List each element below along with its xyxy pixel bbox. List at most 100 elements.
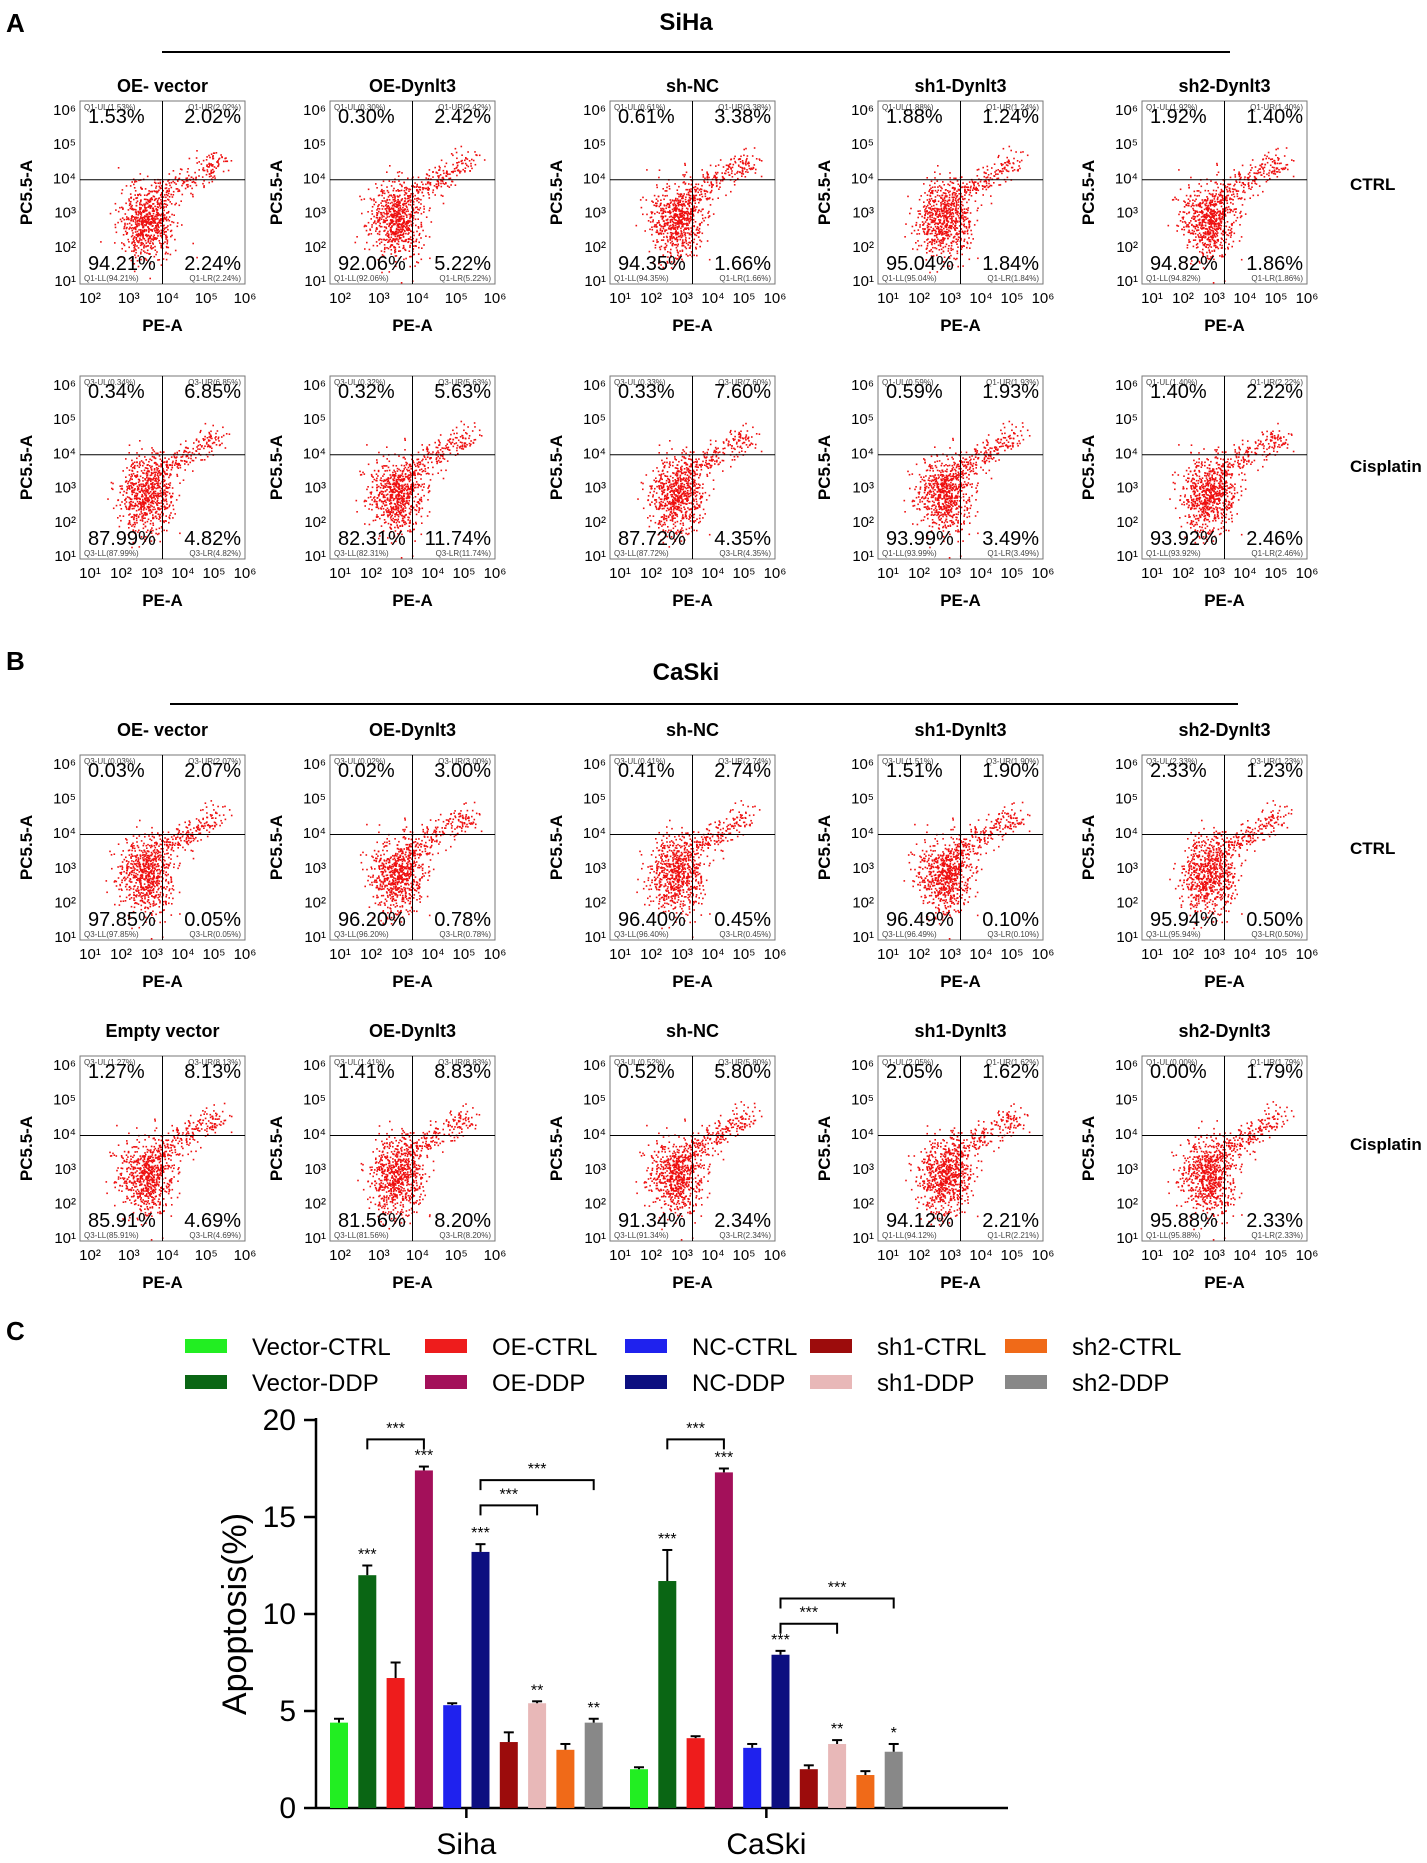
event-dot <box>689 245 692 247</box>
event-dot <box>739 161 742 163</box>
event-dot <box>405 210 408 213</box>
event-dot <box>150 228 152 231</box>
event-dot <box>449 173 451 175</box>
event-dot <box>1280 167 1283 170</box>
event-dot <box>356 236 358 238</box>
event-dot <box>140 242 142 244</box>
event-dot <box>1210 226 1212 228</box>
event-dot <box>396 219 399 221</box>
event-dot <box>155 528 158 531</box>
event-dot <box>168 504 171 506</box>
event-dot <box>1208 207 1210 209</box>
event-dot <box>936 215 939 218</box>
x-tick-label: 10⁴ <box>701 290 724 307</box>
gate-label-lr: Q1-LR(2.24%) <box>189 274 241 283</box>
event-dot <box>393 239 395 241</box>
event-dot <box>1207 233 1210 235</box>
event-dot <box>1232 240 1235 243</box>
event-dot <box>413 186 416 188</box>
event-dot <box>955 195 958 198</box>
event-dot <box>122 207 124 209</box>
event-dot <box>942 212 945 215</box>
event-dot <box>390 244 393 246</box>
event-dot <box>1207 197 1209 200</box>
event-dot <box>1017 170 1019 172</box>
event-dot <box>1221 213 1223 216</box>
event-dot <box>159 182 161 185</box>
event-dot <box>670 219 672 221</box>
event-dot <box>1236 193 1239 195</box>
event-dot <box>1204 199 1206 202</box>
event-dot <box>414 198 416 200</box>
event-dot <box>428 197 431 199</box>
event-dot <box>216 430 219 432</box>
event-dot <box>942 209 944 212</box>
event-dot <box>956 227 959 229</box>
event-dot <box>658 176 660 179</box>
event-dot <box>378 239 380 241</box>
event-dot <box>406 201 409 203</box>
event-dot <box>658 169 661 171</box>
event-dot <box>701 184 703 187</box>
event-dot <box>1199 205 1201 208</box>
event-dot <box>945 243 948 246</box>
event-dot <box>965 191 968 193</box>
event-dot <box>701 169 703 171</box>
event-dot <box>1219 227 1221 229</box>
event-dot <box>119 218 122 221</box>
event-dot <box>962 182 964 184</box>
event-dot <box>457 169 460 171</box>
event-dot <box>182 182 184 185</box>
event-dot <box>203 459 206 461</box>
event-dot <box>713 176 715 179</box>
event-dot <box>141 229 144 232</box>
event-dot <box>689 254 691 256</box>
event-dot <box>1264 163 1267 166</box>
event-dot <box>391 240 394 243</box>
event-dot <box>942 237 944 239</box>
event-dot <box>991 167 993 169</box>
event-dot <box>1183 206 1186 208</box>
event-dot <box>1216 230 1218 232</box>
event-dot <box>155 494 158 497</box>
event-dot <box>689 242 692 244</box>
event-dot <box>409 265 411 268</box>
event-dot <box>177 190 179 193</box>
x-tick-label: 10² <box>640 290 662 307</box>
event-dot <box>927 216 929 219</box>
x-tick-label: 10⁶ <box>764 290 787 307</box>
event-dot <box>1212 195 1214 198</box>
event-dot <box>146 235 148 238</box>
event-dot <box>931 250 934 253</box>
event-dot <box>676 213 679 216</box>
event-dot <box>182 180 185 183</box>
event-dot <box>149 199 152 201</box>
event-dot <box>149 246 152 249</box>
event-dot <box>174 177 177 180</box>
gate-label-ll: Q1-LL(92.06%) <box>334 274 389 283</box>
event-dot <box>399 213 402 216</box>
event-dot <box>960 217 963 219</box>
event-dot <box>1216 232 1219 234</box>
event-dot <box>700 240 703 243</box>
event-dot <box>417 191 420 193</box>
event-dot <box>1011 166 1014 169</box>
event-dot <box>661 207 664 210</box>
event-dot <box>394 212 397 215</box>
event-dot <box>927 242 929 245</box>
event-dot <box>656 239 658 241</box>
event-dot <box>662 227 665 230</box>
event-dot <box>371 226 373 228</box>
event-dot <box>685 247 688 250</box>
event-dot <box>410 230 412 233</box>
event-dot <box>172 221 175 224</box>
event-dot <box>140 220 143 222</box>
event-dot <box>700 188 703 191</box>
event-dot <box>943 184 945 186</box>
event-dot <box>951 221 953 224</box>
event-dot <box>936 222 939 225</box>
event-dot <box>935 234 937 237</box>
event-dot <box>128 241 130 243</box>
event-dot <box>168 173 171 175</box>
event-dot <box>139 513 141 516</box>
